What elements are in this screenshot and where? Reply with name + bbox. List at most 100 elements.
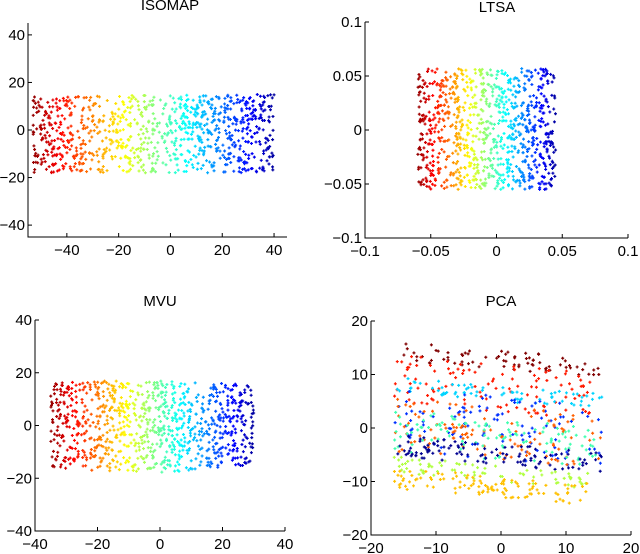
point bbox=[268, 145, 272, 149]
point bbox=[405, 487, 409, 491]
point bbox=[160, 470, 164, 474]
point bbox=[439, 81, 443, 85]
point bbox=[78, 162, 82, 166]
point bbox=[70, 386, 74, 390]
point bbox=[119, 426, 123, 430]
point bbox=[83, 126, 87, 130]
point bbox=[217, 454, 221, 458]
point bbox=[120, 382, 124, 386]
point bbox=[66, 126, 70, 130]
point bbox=[251, 420, 255, 424]
point bbox=[216, 450, 220, 454]
point bbox=[498, 98, 502, 102]
point bbox=[112, 398, 116, 402]
point bbox=[484, 128, 488, 132]
point bbox=[456, 395, 460, 399]
point bbox=[81, 448, 85, 452]
point bbox=[500, 349, 504, 353]
point bbox=[105, 431, 109, 435]
point bbox=[469, 410, 473, 414]
point bbox=[39, 123, 43, 127]
point bbox=[425, 155, 429, 159]
point bbox=[535, 488, 539, 492]
point bbox=[567, 364, 571, 368]
point bbox=[460, 122, 464, 126]
point bbox=[73, 447, 77, 451]
point bbox=[191, 126, 195, 130]
point bbox=[571, 392, 575, 396]
point bbox=[419, 181, 423, 185]
point bbox=[150, 104, 154, 108]
point bbox=[488, 102, 492, 106]
point bbox=[525, 450, 529, 454]
y-tick-label: −0.1 bbox=[332, 230, 362, 247]
point bbox=[480, 388, 484, 392]
point bbox=[104, 404, 108, 408]
point bbox=[473, 442, 477, 446]
point bbox=[129, 389, 133, 393]
point bbox=[187, 160, 191, 164]
y-tick-label: −40 bbox=[0, 217, 25, 234]
point bbox=[250, 431, 254, 435]
point bbox=[80, 114, 84, 118]
point bbox=[583, 435, 587, 439]
point bbox=[196, 161, 200, 165]
point bbox=[141, 168, 145, 172]
point bbox=[540, 106, 544, 110]
point bbox=[487, 105, 491, 109]
point bbox=[488, 159, 492, 163]
point bbox=[144, 107, 148, 111]
point bbox=[96, 422, 100, 426]
point bbox=[429, 358, 433, 362]
point bbox=[468, 121, 472, 125]
point bbox=[221, 445, 225, 449]
point bbox=[554, 452, 558, 456]
point bbox=[436, 111, 440, 115]
point bbox=[68, 113, 72, 117]
point bbox=[564, 369, 568, 373]
point bbox=[587, 372, 591, 376]
point bbox=[496, 405, 500, 409]
point bbox=[458, 485, 462, 489]
point bbox=[189, 132, 193, 136]
point bbox=[210, 393, 214, 397]
point bbox=[459, 447, 463, 451]
point bbox=[183, 158, 187, 162]
point bbox=[60, 114, 64, 118]
point bbox=[32, 144, 36, 148]
point bbox=[89, 448, 93, 452]
point bbox=[408, 470, 412, 474]
point bbox=[505, 167, 509, 171]
point bbox=[207, 402, 211, 406]
point bbox=[442, 477, 446, 481]
point bbox=[212, 383, 216, 387]
point bbox=[35, 127, 39, 131]
point bbox=[230, 430, 234, 434]
point bbox=[235, 446, 239, 450]
point bbox=[530, 185, 534, 189]
point bbox=[472, 479, 476, 483]
point bbox=[468, 77, 472, 81]
point bbox=[511, 433, 515, 437]
point bbox=[456, 168, 460, 172]
point bbox=[160, 433, 164, 437]
point bbox=[542, 182, 546, 186]
point bbox=[54, 97, 58, 101]
point bbox=[249, 415, 253, 419]
point bbox=[118, 439, 122, 443]
point bbox=[225, 163, 229, 167]
point bbox=[147, 153, 151, 157]
point bbox=[543, 123, 547, 127]
point bbox=[452, 436, 456, 440]
point bbox=[542, 426, 546, 430]
point bbox=[160, 382, 164, 386]
point bbox=[57, 125, 61, 129]
point bbox=[129, 167, 133, 171]
point bbox=[110, 110, 114, 114]
point bbox=[455, 426, 459, 430]
point bbox=[128, 433, 132, 437]
point bbox=[160, 134, 164, 138]
point bbox=[167, 171, 171, 175]
point bbox=[410, 473, 414, 477]
point bbox=[121, 168, 125, 172]
